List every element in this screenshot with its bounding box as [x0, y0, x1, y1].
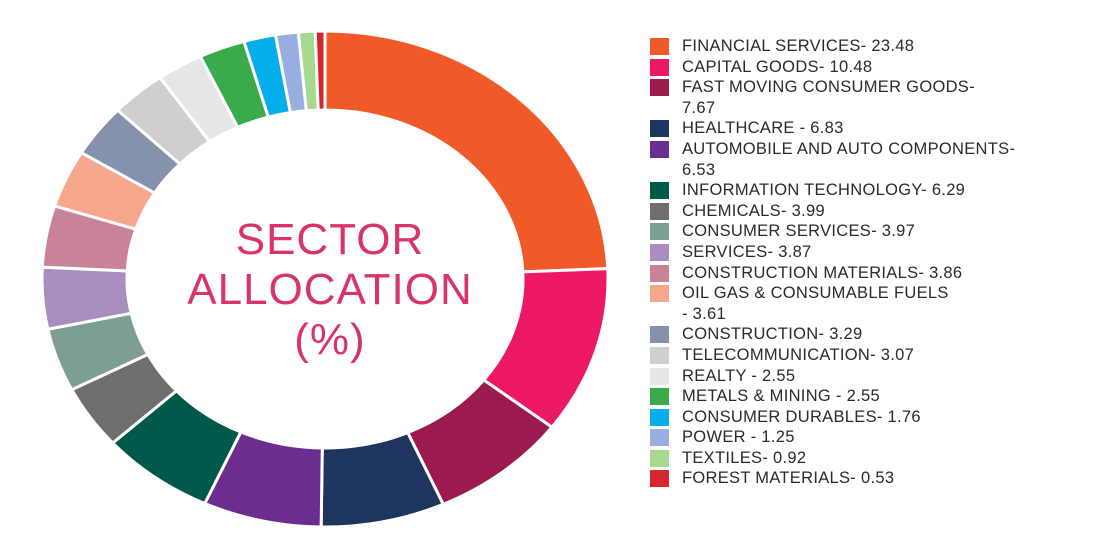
legend-label: CONSUMER SERVICES- 3.97 [682, 222, 916, 241]
legend-label: INFORMATION TECHNOLOGY- 6.29 [682, 181, 966, 200]
legend-item: FINANCIAL SERVICES- 23.48 [650, 36, 1105, 57]
legend-swatch [650, 346, 669, 364]
legend-label: CHEMICALS- 3.99 [682, 201, 825, 220]
legend-item: HEALTHCARE - 6.83 [650, 118, 1105, 139]
legend-swatch [650, 223, 669, 241]
legend-swatch [650, 58, 669, 76]
legend-item: INFORMATION TECHNOLOGY- 6.29 [650, 180, 1105, 201]
legend-swatch [650, 285, 669, 303]
legend-item: TEXTILES- 0.92 [650, 448, 1105, 469]
legend-label: AUTOMOBILE AND AUTO COMPONENTS- [682, 139, 1016, 158]
legend-item: CONSUMER SERVICES- 3.97 [650, 221, 1105, 242]
legend-label: HEALTHCARE - 6.83 [682, 119, 844, 138]
legend-swatch [650, 140, 669, 158]
legend-label: FOREST MATERIALS- 0.53 [682, 469, 895, 488]
legend-item: CONSUMER DURABLES- 1.76 [650, 407, 1105, 428]
legend-label: METALS & MINING - 2.55 [682, 387, 880, 406]
legend-swatch [650, 243, 669, 261]
legend-label: CAPITAL GOODS- 10.48 [682, 57, 873, 76]
chart-legend: FINANCIAL SERVICES- 23.48 CAPITAL GOODS- … [650, 36, 1105, 489]
legend-label: CONSUMER DURABLES- 1.76 [682, 407, 921, 426]
legend-swatch [650, 79, 669, 97]
legend-swatch [650, 38, 669, 55]
legend-item: CHEMICALS- 3.99 [650, 201, 1105, 222]
legend-item: SERVICES- 3.87 [650, 242, 1105, 263]
center-title: SECTOR ALLOCATION (%) [170, 215, 490, 365]
legend-label: SERVICES- 3.87 [682, 242, 812, 261]
center-title-line-3: (%) [294, 315, 366, 364]
legend-item: CONSTRUCTION MATERIALS- 3.86 [650, 263, 1105, 284]
legend-swatch [650, 429, 669, 447]
legend-swatch [650, 388, 669, 406]
legend-swatch [650, 202, 669, 220]
donut-slice [323, 29, 610, 274]
legend-label-continued: 6.53 [682, 160, 716, 179]
legend-item: METALS & MINING - 2.55 [650, 386, 1105, 407]
center-title-line-1: SECTOR [235, 215, 425, 264]
legend-item: OIL GAS & CONSUMABLE FUELS - 3.61 [650, 283, 1105, 324]
legend-label: REALTY - 2.55 [682, 366, 796, 385]
legend-label-continued: 7.67 [682, 98, 716, 117]
legend-item: FAST MOVING CONSUMER GOODS- 7.67 [650, 77, 1105, 118]
legend-swatch [650, 120, 669, 138]
legend-label: OIL GAS & CONSUMABLE FUELS [682, 284, 949, 303]
legend-item: CAPITAL GOODS- 10.48 [650, 57, 1105, 78]
legend-label: CONSTRUCTION- 3.29 [682, 325, 863, 344]
legend-swatch [650, 326, 669, 344]
legend-item: POWER - 1.25 [650, 427, 1105, 448]
legend-item: AUTOMOBILE AND AUTO COMPONENTS- 6.53 [650, 139, 1105, 180]
legend-item: FOREST MATERIALS- 0.53 [650, 468, 1105, 489]
center-title-line-2: ALLOCATION [187, 265, 473, 314]
legend-label-continued: - 3.61 [682, 304, 726, 323]
legend-item: REALTY - 2.55 [650, 366, 1105, 387]
legend-label: FAST MOVING CONSUMER GOODS- [682, 78, 975, 97]
legend-item: CONSTRUCTION- 3.29 [650, 324, 1105, 345]
legend-label: CONSTRUCTION MATERIALS- 3.86 [682, 263, 963, 282]
legend-swatch [650, 449, 669, 467]
legend-swatch [650, 408, 669, 426]
legend-label: TEXTILES- 0.92 [682, 448, 807, 467]
legend-swatch [650, 470, 669, 488]
legend-label: POWER - 1.25 [682, 428, 795, 447]
legend-label: FINANCIAL SERVICES- 23.48 [682, 37, 915, 55]
legend-swatch [650, 264, 669, 282]
legend-item: TELECOMMUNICATION- 3.07 [650, 345, 1105, 366]
legend-swatch [650, 367, 669, 385]
legend-swatch [650, 182, 669, 200]
legend-label: TELECOMMUNICATION- 3.07 [682, 345, 915, 364]
donut-slice [313, 29, 327, 112]
